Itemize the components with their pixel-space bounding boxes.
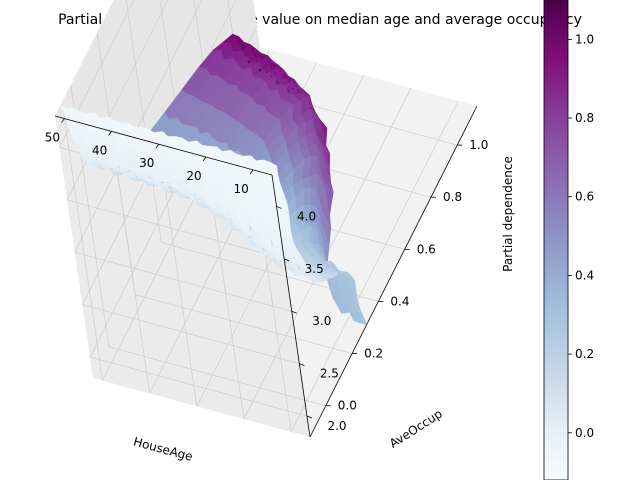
grid-line-y-floor: [74, 251, 292, 312]
x-tick-mark: [155, 143, 160, 149]
surface-patch: [280, 209, 290, 220]
x-tick-label: 50: [45, 131, 60, 145]
z-axis-label: Partial dependence: [501, 156, 515, 272]
grid-line-y-floor: [89, 356, 308, 417]
x-tick-mark: [202, 156, 207, 162]
x-axis-line: [54, 115, 273, 176]
grid-line-y-floor: [82, 304, 300, 365]
surface-patch: [357, 315, 367, 326]
z-tick-label: 1.0: [469, 138, 488, 152]
x-tick-label: 10: [233, 182, 248, 196]
colorbar-ticks: 0.0 0.2 0.4 0.6 0.8 1.0: [568, 32, 594, 440]
colorbar-tick-label: 1.0: [575, 32, 594, 46]
grid-line-x-back: [290, 100, 459, 433]
grid-line-y-floor: [67, 199, 285, 260]
surface-patch: [309, 188, 317, 206]
z-tick-label: 0.0: [338, 399, 357, 413]
y-axis-ticks: 2.0 2.5 3.0 3.5 4.0: [276, 206, 347, 433]
z-axis-line: [309, 105, 478, 438]
z-tick-label: 0.4: [390, 295, 409, 309]
z-axis-ticks: 0.0 0.2 0.4 0.6 0.8 1.0: [325, 138, 488, 413]
y-axis-label: AveOccup: [387, 406, 445, 450]
y-tick-mark: [291, 310, 297, 314]
y-tick-mark: [299, 363, 305, 367]
colorbar-tick-label: 0.6: [575, 190, 594, 204]
y-tick-label: 3.0: [312, 314, 331, 328]
y-tick-mark: [306, 415, 313, 419]
surface-patch: [308, 226, 315, 245]
x-tick-mark: [249, 169, 254, 175]
colorbar-tick-label: 0.4: [575, 268, 594, 282]
grid-line-y-side: [59, 0, 135, 148]
y-tick-mark: [284, 258, 290, 262]
y-tick-label: 4.0: [297, 209, 316, 223]
y-tick-label: 2.5: [320, 367, 339, 381]
y-axis-line: [271, 174, 311, 438]
grid-line-x-floor: [64, 118, 103, 381]
x-tick-label: 20: [186, 169, 201, 183]
grid-line-z-back: [134, 294, 353, 354]
x-tick-mark: [61, 118, 65, 123]
x-axis-ticks: 50 40 30 20 10: [45, 118, 254, 196]
y-tick-mark: [276, 206, 282, 209]
x-axis-label: HouseAge: [132, 435, 194, 464]
y-tick-label: 2.0: [327, 419, 346, 433]
axis-lines: [54, 105, 478, 438]
y-tick-label: 3.5: [305, 262, 324, 276]
surface-patch: [278, 201, 289, 211]
z-tick-label: 0.6: [417, 242, 436, 256]
colorbar-bar: [543, 0, 569, 480]
surface-patch: [304, 188, 312, 206]
grid-line-y-side: [74, 0, 203, 253]
z-tick-label: 0.2: [364, 347, 383, 361]
x-tick-mark: [108, 131, 112, 136]
grid-line-z-side: [125, 0, 162, 243]
x-tick-label: 40: [92, 143, 107, 157]
colorbar-tick-label: 0.8: [575, 111, 594, 125]
x-tick-label: 30: [139, 156, 154, 170]
colorbar-tick-label: 0.0: [575, 426, 594, 440]
z-tick-label: 0.8: [443, 190, 462, 204]
grid-line-z-back: [108, 346, 326, 407]
colorbar-tick-label: 0.2: [575, 347, 594, 361]
colorbar: 0.0 0.2 0.4 0.6 0.8 1.0: [543, 0, 594, 480]
